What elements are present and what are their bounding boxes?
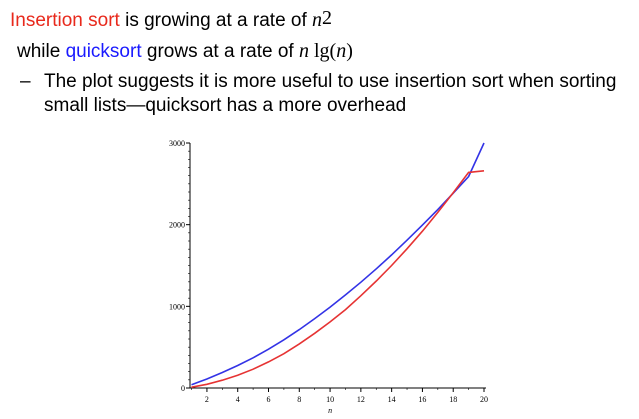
- x-tick-label: 2: [205, 395, 209, 404]
- while-text: while: [17, 41, 66, 62]
- x-tick-label: 6: [267, 395, 271, 404]
- heading-line-2: while quicksort grows at a rate of n lg(…: [17, 39, 353, 64]
- x-tick-label: 12: [357, 395, 365, 404]
- close-paren: ): [346, 40, 353, 62]
- x-axis-label: n: [328, 406, 332, 415]
- lg-text: lg(: [308, 40, 337, 62]
- n-variable: n: [312, 9, 323, 31]
- bullet-dash: –: [20, 71, 31, 92]
- growth-text-2: grows at a rate of: [141, 41, 299, 62]
- y-tick-label: 3000: [169, 139, 185, 148]
- exponent: 2: [322, 7, 333, 29]
- x-tick-label: 4: [236, 395, 240, 404]
- insertion-sort-label: Insertion sort: [10, 10, 120, 31]
- growth-text-1: is growing at a rate of: [119, 10, 313, 31]
- y-tick-label: 2000: [169, 221, 185, 230]
- x-tick-label: 10: [326, 395, 334, 404]
- y-tick-label: 0: [181, 384, 185, 393]
- bullet-line-1: The plot suggests it is more useful to u…: [44, 71, 617, 92]
- insertion-sort-series-line: [191, 170, 485, 388]
- x-tick-label: 20: [480, 395, 488, 404]
- y-tick-label: 1000: [169, 302, 185, 311]
- x-tick-label: 8: [297, 395, 301, 404]
- x-tick-label: 18: [449, 395, 457, 404]
- x-tick-label: 16: [418, 395, 426, 404]
- bullet-line-2: small lists—quicksort has a more overhea…: [44, 95, 407, 116]
- n-variable-3: n: [336, 40, 347, 62]
- x-tick-label: 14: [388, 395, 396, 404]
- quicksort-series-line: [191, 142, 485, 386]
- quicksort-label: quicksort: [65, 41, 142, 62]
- heading-line-1: Insertion sort is growing at a rate of n…: [10, 7, 333, 33]
- n-variable-2: n: [298, 40, 309, 62]
